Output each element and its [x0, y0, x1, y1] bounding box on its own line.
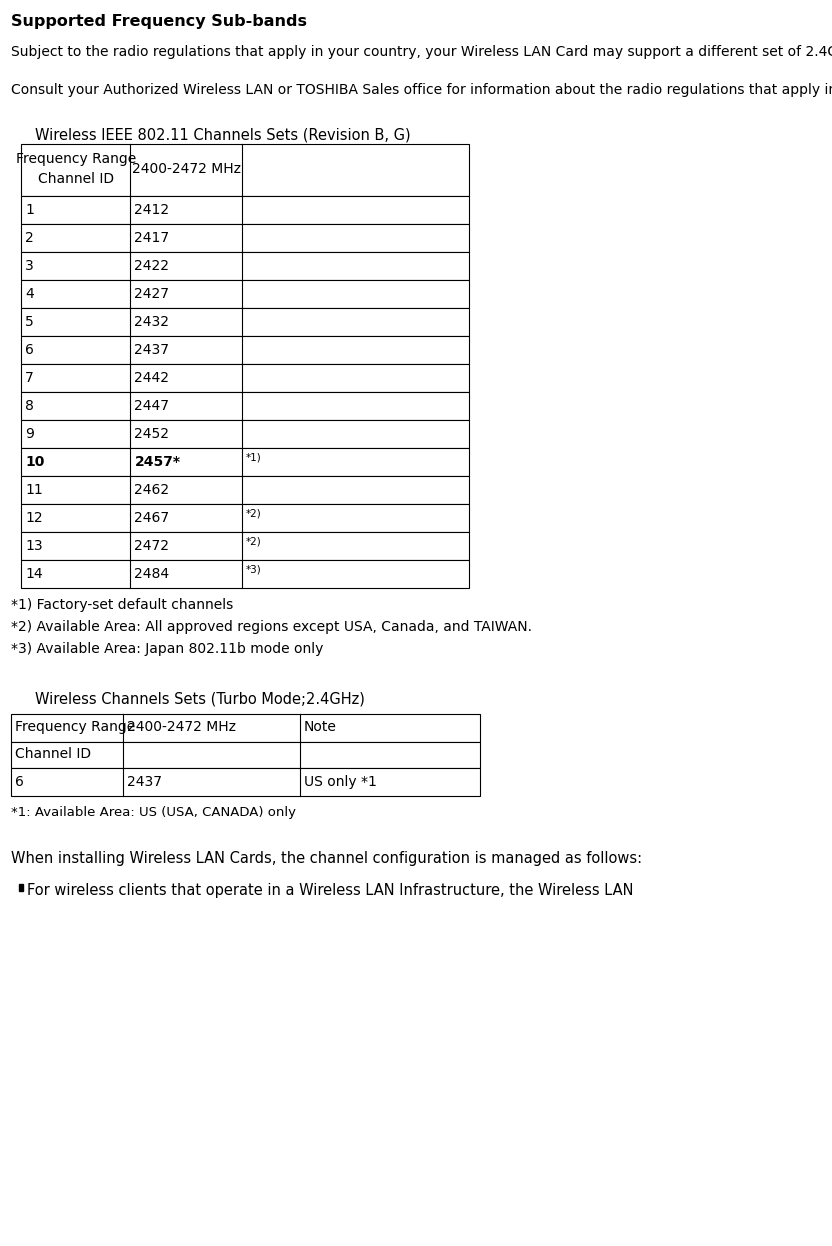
Bar: [22, 336, 469, 364]
Text: 11: 11: [25, 483, 43, 497]
Bar: [22, 308, 469, 336]
Text: *1) Factory-set default channels: *1) Factory-set default channels: [11, 598, 233, 612]
Text: *1: Available Area: US (USA, CANADA) only: *1: Available Area: US (USA, CANADA) onl…: [11, 806, 295, 819]
Text: 4: 4: [25, 287, 34, 302]
Text: When installing Wireless LAN Cards, the channel configuration is managed as foll: When installing Wireless LAN Cards, the …: [11, 851, 641, 866]
Text: 1: 1: [25, 203, 34, 217]
Text: US only *1: US only *1: [304, 775, 377, 789]
Text: 2462: 2462: [135, 483, 170, 497]
Bar: [22, 476, 469, 503]
Text: 5: 5: [25, 315, 34, 329]
Text: *2): *2): [245, 508, 261, 518]
Bar: [22, 252, 469, 280]
Text: Consult your Authorized Wireless LAN or TOSHIBA Sales office for information abo: Consult your Authorized Wireless LAN or …: [11, 83, 832, 97]
Text: *2): *2): [245, 536, 261, 546]
Bar: [22, 559, 469, 588]
Text: 2400-2472 MHz: 2400-2472 MHz: [126, 720, 235, 734]
Text: 3: 3: [25, 259, 34, 273]
Bar: [22, 224, 469, 252]
Text: Wireless Channels Sets (Turbo Mode;2.4GHz): Wireless Channels Sets (Turbo Mode;2.4GH…: [36, 692, 365, 706]
Bar: [22, 532, 469, 559]
Text: 2: 2: [25, 231, 34, 245]
Text: 7: 7: [25, 371, 34, 385]
Bar: [11, 714, 480, 743]
Bar: [19, 883, 23, 891]
Text: 2422: 2422: [135, 259, 170, 273]
Text: 14: 14: [25, 567, 43, 581]
Text: 9: 9: [25, 427, 34, 441]
Text: Note: Note: [304, 720, 337, 734]
Text: 8: 8: [25, 399, 34, 412]
Bar: [11, 743, 480, 768]
Text: 2432: 2432: [135, 315, 170, 329]
Text: 2447: 2447: [135, 399, 170, 412]
Bar: [22, 145, 469, 196]
Bar: [22, 364, 469, 392]
Text: 2437: 2437: [135, 343, 170, 358]
Text: 2457*: 2457*: [135, 455, 181, 468]
Bar: [22, 392, 469, 420]
Text: Channel ID: Channel ID: [37, 172, 114, 186]
Text: Supported Frequency Sub-bands: Supported Frequency Sub-bands: [11, 14, 307, 29]
Text: 2467: 2467: [135, 511, 170, 525]
Bar: [22, 280, 469, 308]
Text: 10: 10: [25, 455, 45, 468]
Text: Frequency Range: Frequency Range: [16, 152, 136, 166]
Text: For wireless clients that operate in a Wireless LAN Infrastructure, the Wireless: For wireless clients that operate in a W…: [27, 883, 634, 898]
Text: Frequency Range: Frequency Range: [15, 720, 135, 734]
Bar: [11, 768, 480, 796]
Text: 2427: 2427: [135, 287, 170, 302]
Text: 2442: 2442: [135, 371, 170, 385]
Text: 2484: 2484: [135, 567, 170, 581]
Bar: [22, 420, 469, 449]
Text: Channel ID: Channel ID: [15, 748, 91, 761]
Bar: [22, 503, 469, 532]
Text: *3) Available Area: Japan 802.11b mode only: *3) Available Area: Japan 802.11b mode o…: [11, 642, 323, 655]
Text: 2472: 2472: [135, 540, 170, 553]
Text: *1): *1): [245, 452, 261, 462]
Text: 2437: 2437: [126, 775, 161, 789]
Text: 12: 12: [25, 511, 43, 525]
Bar: [22, 449, 469, 476]
Text: 2417: 2417: [135, 231, 170, 245]
Text: 2400-2472 MHz: 2400-2472 MHz: [131, 162, 240, 176]
Bar: [22, 196, 469, 224]
Text: 2412: 2412: [135, 203, 170, 217]
Text: Subject to the radio regulations that apply in your country, your Wireless LAN C: Subject to the radio regulations that ap…: [11, 45, 832, 59]
Text: 13: 13: [25, 540, 43, 553]
Text: *3): *3): [245, 564, 261, 574]
Text: 2452: 2452: [135, 427, 170, 441]
Text: 6: 6: [15, 775, 23, 789]
Text: *2) Available Area: All approved regions except USA, Canada, and TAIWAN.: *2) Available Area: All approved regions…: [11, 621, 532, 634]
Text: Wireless IEEE 802.11 Channels Sets (Revision B, G): Wireless IEEE 802.11 Channels Sets (Revi…: [36, 128, 411, 143]
Text: 6: 6: [25, 343, 34, 358]
